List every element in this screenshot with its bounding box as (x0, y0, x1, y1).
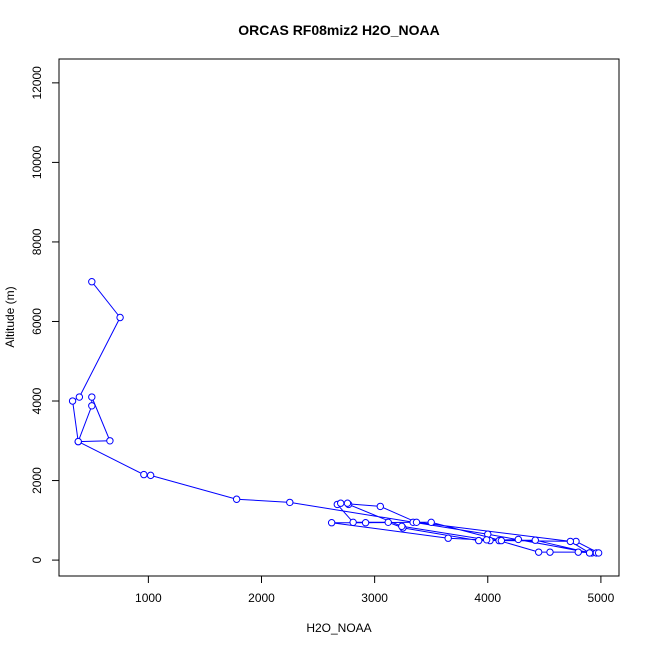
data-point (361, 519, 370, 527)
x-axis: 1000 2000 3000 4000 5000 (135, 575, 615, 605)
y-tick-label: 4000 (30, 387, 44, 414)
data-point (574, 548, 582, 556)
plot-frame (58, 58, 620, 577)
x-tick-label: 5000 (588, 591, 615, 605)
x-tick-label: 4000 (474, 591, 501, 605)
data-point (286, 498, 294, 507)
data-point (336, 499, 345, 507)
x-axis-label: H2O_NOAA (306, 621, 371, 635)
data-point (376, 502, 384, 511)
data-point (594, 549, 603, 557)
data-point (475, 536, 483, 545)
y-tick-label: 6000 (30, 308, 44, 335)
data-point (88, 402, 96, 410)
data-point (482, 536, 491, 544)
data-point (88, 278, 96, 286)
y-tick-label: 10000 (30, 145, 44, 179)
data-point (514, 535, 523, 544)
series-line (72, 281, 599, 554)
data-point (444, 534, 452, 542)
y-axis: 0 2000 4000 6000 8000 10000 12000 (30, 66, 60, 563)
data-point (140, 470, 148, 479)
data-point (146, 471, 155, 480)
y-tick-label: 8000 (30, 228, 44, 255)
data-point (427, 518, 435, 527)
data-point (68, 397, 77, 405)
data-point (327, 519, 336, 527)
data-point (88, 393, 96, 401)
y-tick-label: 2000 (30, 467, 44, 494)
data-point (75, 393, 84, 401)
data-point (546, 548, 554, 556)
data-point (349, 518, 357, 527)
x-tick-label: 1000 (135, 591, 162, 605)
x-tick-label: 2000 (248, 591, 275, 605)
chart-title: ORCAS RF08miz2 H2O_NOAA (238, 22, 440, 38)
data-point (531, 536, 539, 544)
data-point (232, 495, 241, 503)
data-point (534, 548, 543, 556)
data-point (566, 537, 575, 546)
y-axis-label: Altitude (m) (3, 286, 17, 347)
y-tick-label: 0 (30, 556, 44, 563)
data-point (384, 518, 392, 527)
data-point (398, 522, 406, 530)
series-layer (68, 278, 603, 557)
data-point (116, 313, 124, 322)
data-point (74, 437, 82, 446)
data-point (106, 437, 114, 445)
data-point (343, 499, 352, 507)
y-tick-label: 12000 (30, 66, 44, 100)
data-point (412, 518, 421, 527)
x-tick-label: 3000 (361, 591, 388, 605)
data-point (497, 536, 506, 545)
data-point (585, 549, 594, 557)
